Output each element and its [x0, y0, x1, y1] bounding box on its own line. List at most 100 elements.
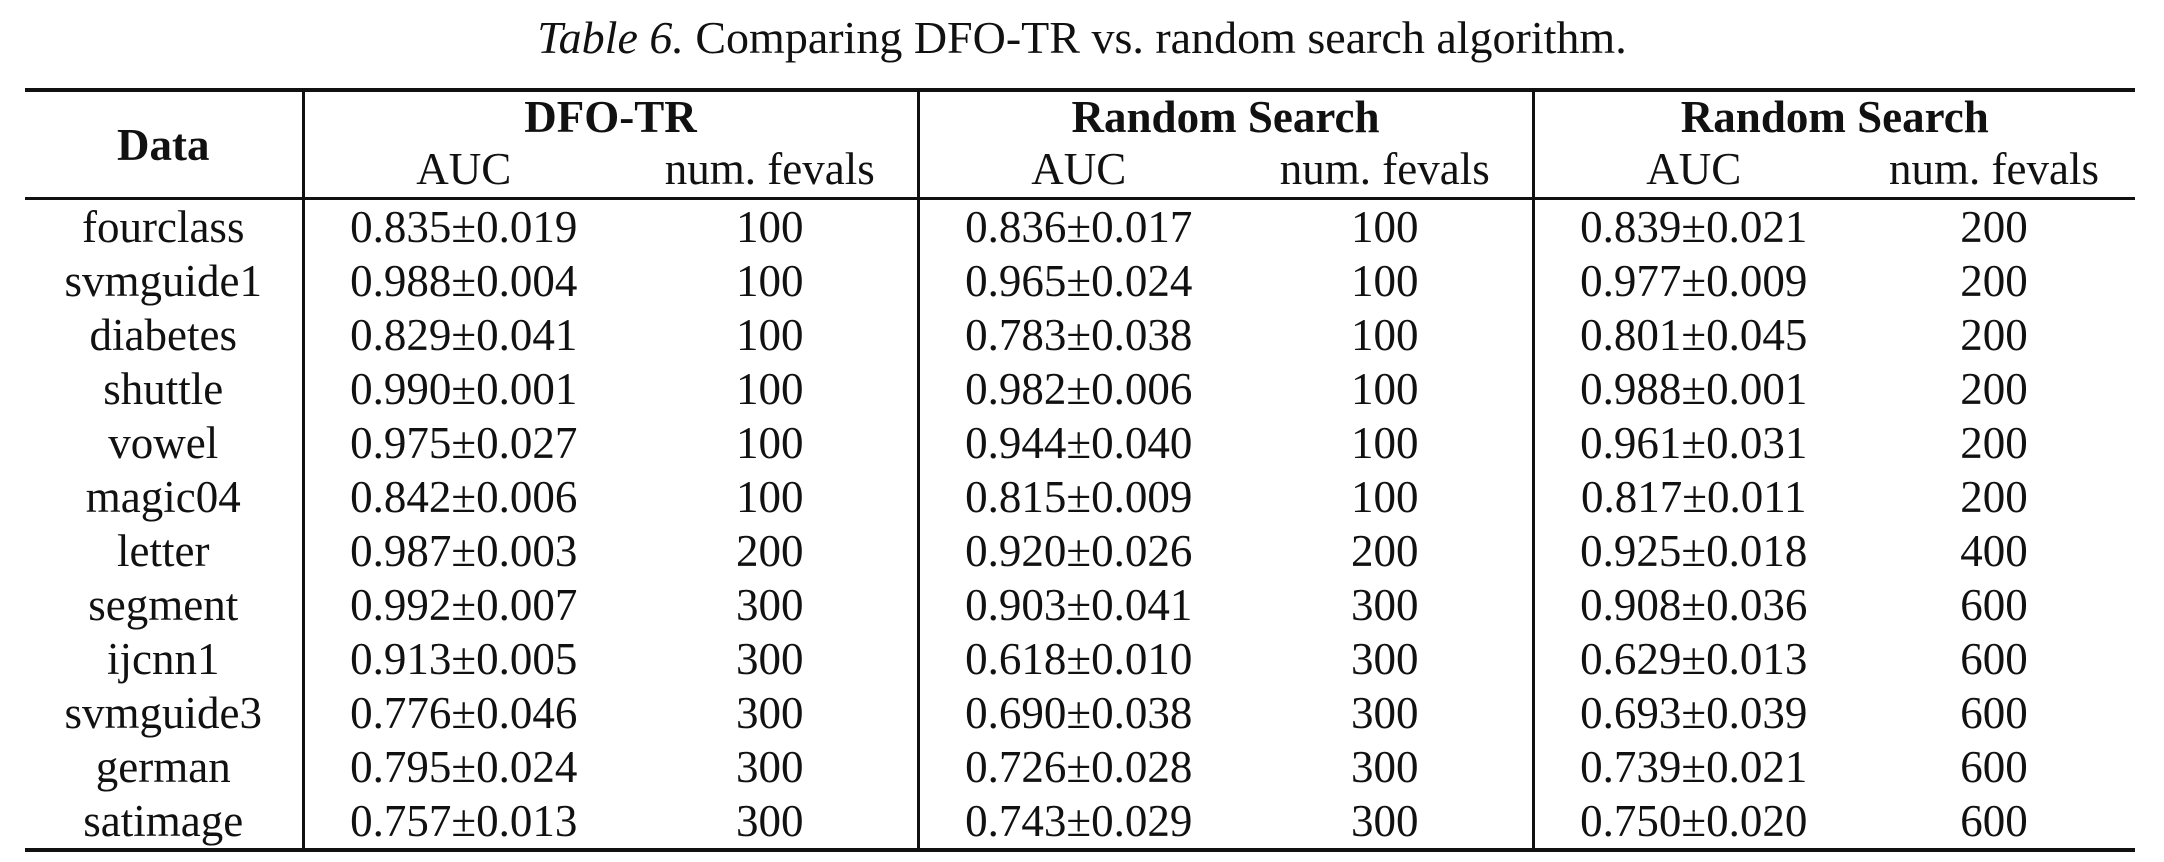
cell-auc-random-search-2: 0.739±0.021: [1580, 742, 1808, 792]
cell-fevals-random-search-1: 300: [1238, 578, 1535, 632]
cell-fevals-random-search-1: 100: [1238, 362, 1535, 416]
cell-auc-dfo-tr: 0.992±0.007: [350, 580, 578, 630]
cell-fevals-random-search-2: 200: [1960, 472, 2028, 522]
cell-fevals-random-search-1: 100: [1238, 470, 1535, 524]
cell-dataset-name: svmguide3: [25, 686, 305, 740]
table-row: ijcnn1 0.913±0.005 300 0.618±0.010 300 0.629±…: [25, 632, 2135, 686]
cell-dataset-name: fourclass: [25, 198, 305, 254]
table-row: magic04 0.842±0.006 100 0.815±0.009 100 0.817…: [25, 470, 2135, 524]
cell-auc-random-search-2: 0.988±0.001: [1580, 364, 1808, 414]
cell-fevals-dfo-tr: 100: [623, 416, 920, 470]
cell-dataset-name: satimage: [25, 794, 305, 852]
cell-fevals-dfo-tr: 100: [623, 470, 920, 524]
table-row: shuttle 0.990±0.001 100 0.982±0.006 100 0.988…: [25, 362, 2135, 416]
cell-dataset-name: svmguide1: [25, 254, 305, 308]
table-body: fourclass 0.835±0.019 100 0.836±0.017 100 0.8…: [25, 198, 2136, 852]
table-row: svmguide3 0.776±0.046 300 0.690±0.038 300 0.6…: [25, 686, 2135, 740]
cell-fevals-dfo-tr: 300: [623, 578, 920, 632]
cell-auc-random-search-2: 0.693±0.039: [1580, 688, 1808, 738]
cell-auc-random-search-1: 0.944±0.040: [965, 418, 1193, 468]
cell-auc-random-search-1: 0.690±0.038: [965, 688, 1193, 738]
cell-fevals-dfo-tr: 200: [623, 524, 920, 578]
cell-fevals-dfo-tr: 300: [623, 686, 920, 740]
cell-auc-random-search-1: 0.965±0.024: [965, 256, 1193, 306]
cell-fevals-dfo-tr: 100: [623, 308, 920, 362]
table-row: segment 0.992±0.007 300 0.903±0.041 300 0.908…: [25, 578, 2135, 632]
header-group-random-search-2: Random Search: [1533, 88, 2136, 142]
subheader-auc: AUC: [918, 142, 1238, 200]
caption-text: Comparing DFO-TR vs. random search algor…: [695, 12, 1627, 63]
cell-auc-dfo-tr: 0.835±0.019: [350, 202, 578, 252]
cell-auc-dfo-tr: 0.829±0.041: [350, 310, 578, 360]
cell-fevals-random-search-2: 200: [1960, 256, 2028, 306]
cell-dataset-name: letter: [25, 524, 305, 578]
cell-auc-dfo-tr: 0.757±0.013: [303, 794, 623, 852]
cell-fevals-random-search-2: 200: [1960, 202, 2028, 252]
cell-auc-random-search-1: 0.982±0.006: [965, 364, 1193, 414]
cell-fevals-random-search-2: 200: [1960, 418, 2028, 468]
cell-dataset-name: vowel: [25, 416, 305, 470]
cell-auc-dfo-tr: 0.988±0.004: [350, 256, 578, 306]
subheader-num-fevals: num. fevals: [1853, 142, 2136, 200]
cell-fevals-dfo-tr: 300: [623, 740, 920, 794]
subheader-num-fevals: num. fevals: [1238, 142, 1535, 200]
cell-fevals-random-search-1: 300: [1238, 632, 1535, 686]
table-row: svmguide1 0.988±0.004 100 0.965±0.024 100 0.9…: [25, 254, 2135, 308]
cell-auc-random-search-2: 0.750±0.020: [1533, 794, 1854, 852]
cell-fevals-dfo-tr: 100: [623, 254, 920, 308]
cell-dataset-name: segment: [25, 578, 305, 632]
cell-auc-random-search-2: 0.977±0.009: [1580, 256, 1808, 306]
table-row: fourclass 0.835±0.019 100 0.836±0.017 100 0.8…: [25, 198, 2135, 254]
cell-fevals-random-search-2: 600: [1853, 794, 2136, 852]
cell-auc-dfo-tr: 0.776±0.046: [350, 688, 578, 738]
table-header: Data DFO-TR Random Search Random Search …: [25, 88, 2136, 200]
cell-fevals-random-search-2: 600: [1960, 742, 2028, 792]
header-group-dfo-tr: DFO-TR: [303, 88, 920, 142]
subheader-num-fevals: num. fevals: [623, 142, 920, 200]
cell-auc-dfo-tr: 0.842±0.006: [350, 472, 578, 522]
cell-auc-random-search-2: 0.961±0.031: [1580, 418, 1808, 468]
cell-fevals-dfo-tr: 100: [623, 362, 920, 416]
cell-fevals-dfo-tr: 300: [623, 794, 920, 852]
cell-auc-random-search-2: 0.908±0.036: [1580, 580, 1808, 630]
header-group-random-search-1: Random Search: [918, 88, 1535, 142]
cell-auc-random-search-1: 0.743±0.029: [918, 794, 1238, 852]
cell-auc-random-search-1: 0.903±0.041: [965, 580, 1193, 630]
cell-auc-random-search-1: 0.836±0.017: [965, 202, 1193, 252]
cell-fevals-random-search-1: 100: [1238, 416, 1535, 470]
table-row: satimage 0.757±0.013 300 0.743±0.029 300 0.75…: [25, 794, 2136, 852]
cell-dataset-name: german: [25, 740, 305, 794]
cell-fevals-random-search-1: 100: [1238, 308, 1535, 362]
cell-auc-dfo-tr: 0.913±0.005: [350, 634, 578, 684]
cell-auc-dfo-tr: 0.987±0.003: [350, 526, 578, 576]
cell-dataset-name: diabetes: [25, 308, 305, 362]
table-row: diabetes 0.829±0.041 100 0.783±0.038 100 0.80…: [25, 308, 2135, 362]
cell-auc-random-search-2: 0.817±0.011: [1581, 472, 1807, 522]
table-caption: Table 6. Comparing DFO-TR vs. random sea…: [0, 8, 2164, 68]
cell-auc-random-search-1: 0.815±0.009: [965, 472, 1193, 522]
cell-auc-dfo-tr: 0.990±0.001: [350, 364, 578, 414]
cell-fevals-random-search-1: 100: [1238, 254, 1535, 308]
cell-fevals-random-search-2: 600: [1960, 634, 2028, 684]
caption-label: Table 6.: [537, 12, 684, 63]
table-row: letter 0.987±0.003 200 0.920±0.026 200 0.925±…: [25, 524, 2135, 578]
cell-auc-random-search-1: 0.920±0.026: [965, 526, 1193, 576]
cell-fevals-random-search-1: 300: [1238, 740, 1535, 794]
cell-fevals-random-search-2: 600: [1960, 580, 2028, 630]
cell-auc-dfo-tr: 0.975±0.027: [350, 418, 578, 468]
cell-auc-random-search-2: 0.629±0.013: [1580, 634, 1808, 684]
cell-fevals-dfo-tr: 100: [623, 198, 920, 254]
cell-fevals-random-search-1: 300: [1238, 794, 1535, 852]
cell-dataset-name: magic04: [25, 470, 305, 524]
cell-fevals-random-search-2: 200: [1960, 310, 2028, 360]
subheader-auc: AUC: [303, 142, 623, 200]
cell-dataset-name: shuttle: [25, 362, 305, 416]
cell-fevals-dfo-tr: 300: [623, 632, 920, 686]
cell-auc-random-search-1: 0.726±0.028: [965, 742, 1193, 792]
cell-fevals-random-search-2: 400: [1960, 526, 2028, 576]
cell-auc-random-search-2: 0.801±0.045: [1580, 310, 1808, 360]
cell-fevals-random-search-1: 100: [1238, 198, 1535, 254]
results-table: Data DFO-TR Random Search Random Search …: [25, 88, 2136, 852]
cell-auc-random-search-2: 0.925±0.018: [1580, 526, 1808, 576]
cell-fevals-random-search-1: 300: [1238, 686, 1535, 740]
